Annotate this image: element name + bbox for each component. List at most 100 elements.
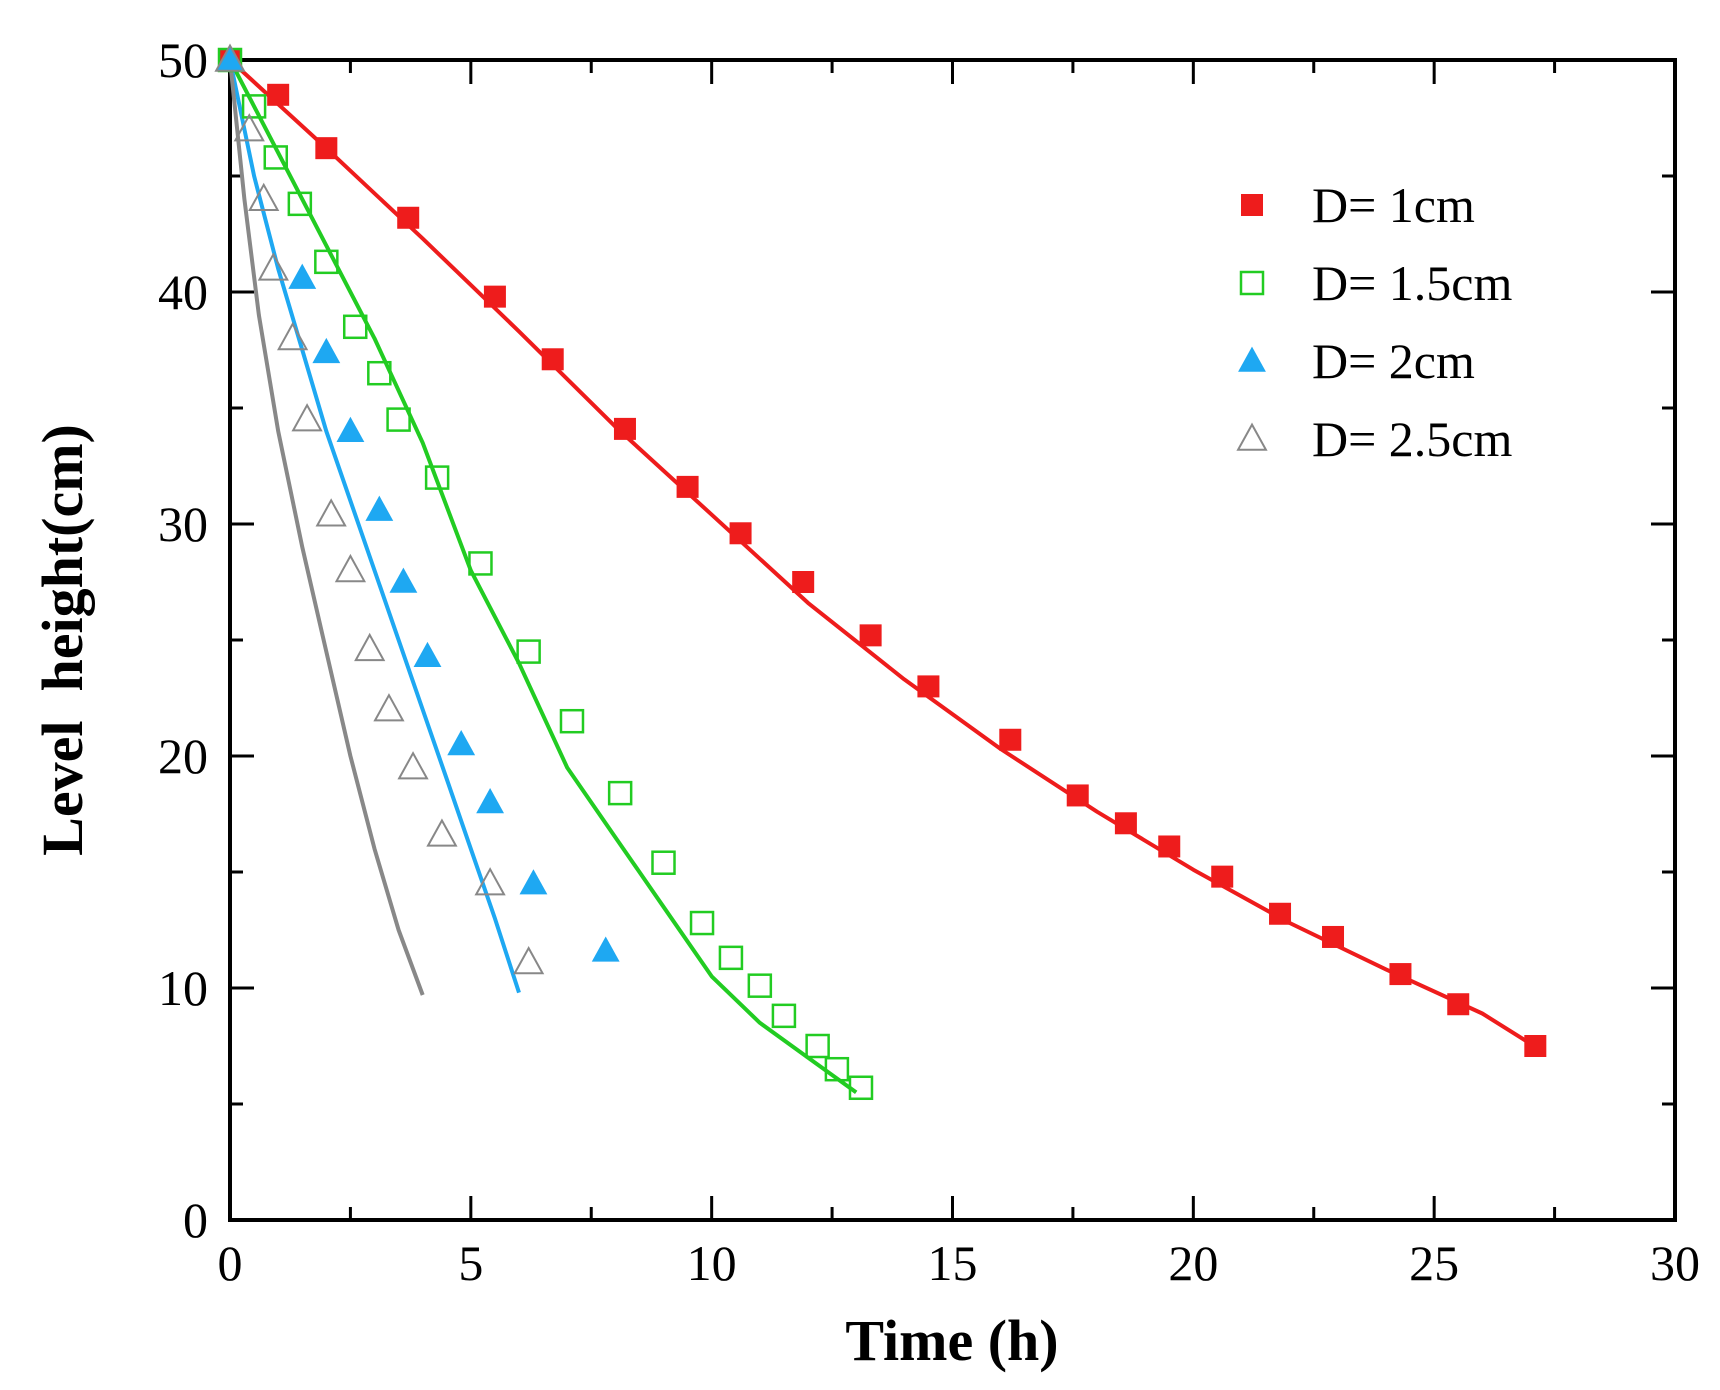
data-point-d1-5cm (314, 249, 339, 275)
data-point-d2-5cm (277, 321, 309, 351)
data-point-d1-5cm (424, 465, 450, 490)
y-tick-label: 0 (183, 1192, 208, 1248)
data-point-d2cm (288, 263, 317, 289)
data-point-d2-5cm (248, 182, 280, 211)
data-point-d1cm (792, 571, 815, 593)
data-point-d1cm (397, 206, 420, 229)
data-point-d1-5cm (607, 780, 633, 806)
data-point-d1-5cm (241, 94, 267, 119)
data-point-d1cm (1066, 784, 1089, 807)
data-point-d1-5cm (651, 850, 676, 875)
legend-label-d1-5cm: D= 1.5cm (1312, 255, 1512, 311)
legend-marker-d1cm (1241, 194, 1263, 216)
data-point-d1-5cm (342, 314, 368, 340)
fit-line-d2cm (228, 59, 521, 994)
y-tick-label: 50 (158, 32, 208, 88)
x-axis-title: Time (h) (845, 1308, 1058, 1373)
data-point-d1cm (999, 728, 1022, 751)
legend: D= 1cm D= 1.5cm D= 2cm D= 2.5cm (1236, 177, 1512, 467)
data-point-d1cm (1269, 902, 1292, 925)
data-point-d2cm (591, 936, 620, 962)
data-point-d2cm (216, 45, 244, 71)
data-point-d1cm (729, 522, 752, 545)
legend-label-d2cm: D= 2cm (1312, 333, 1475, 389)
y-axis-title: Level height(cm) (30, 424, 95, 856)
data-point-d1cm (1158, 835, 1181, 858)
legend-label-d1cm: D= 1cm (1312, 177, 1475, 233)
x-tick-label: 10 (687, 1235, 737, 1291)
data-point-d2-5cm (233, 113, 265, 142)
data-point-d1-5cm (805, 1033, 830, 1059)
data-point-d1-5cm (718, 945, 744, 971)
fit-line-d2-5cm (228, 59, 425, 996)
data-point-d1-5cm (747, 973, 773, 998)
data-point-d1-5cm (848, 1075, 874, 1101)
data-markers (214, 43, 1547, 1101)
data-point-d1cm (1389, 963, 1412, 986)
data-point-d2cm (312, 337, 341, 364)
data-point-d1-5cm (287, 191, 313, 217)
legend-marker-d2-5cm (1236, 422, 1268, 451)
data-point-d2cm (336, 416, 365, 442)
x-tick-label: 25 (1409, 1235, 1459, 1291)
data-point-d1cm (917, 675, 940, 698)
data-point-d1cm (1114, 812, 1137, 835)
data-point-d2-5cm (354, 632, 386, 662)
x-tick-label: 30 (1650, 1235, 1700, 1291)
x-axis-ticks: 0 5 10 15 20 25 30 (218, 60, 1700, 1291)
fit-line-d1-5cm (228, 59, 858, 1095)
data-point-d1-5cm (516, 639, 541, 664)
data-point-d2-5cm (513, 946, 545, 975)
data-point-d1-5cm (468, 551, 493, 576)
data-point-d1cm (1524, 1035, 1547, 1057)
data-point-d2-5cm (334, 553, 367, 583)
data-point-d1cm (483, 285, 506, 308)
data-point-d1cm (1211, 865, 1234, 888)
data-point-d2cm (476, 788, 505, 814)
data-point-d2-5cm (257, 252, 289, 281)
y-axis-ticks: 0 10 20 30 40 50 (158, 32, 1675, 1248)
fit-line-d1cm (228, 58, 1532, 1046)
data-point-d2-5cm (315, 498, 347, 527)
data-point-d1cm (613, 417, 636, 440)
legend-marker-d1-5cm (1239, 270, 1265, 296)
data-point-d1cm (676, 475, 699, 498)
data-point-d1-5cm (367, 360, 392, 386)
data-point-d1-5cm (824, 1056, 850, 1082)
data-point-d2-5cm (373, 693, 405, 722)
data-point-d1cm (1447, 993, 1470, 1016)
y-tick-label: 20 (158, 728, 208, 784)
data-point-d2-5cm (214, 43, 246, 72)
x-tick-label: 15 (928, 1235, 978, 1291)
data-point-d1cm (315, 137, 338, 160)
data-point-d1-5cm (689, 910, 715, 936)
data-point-d2-5cm (474, 867, 506, 896)
fit-lines (228, 58, 1532, 1095)
data-point-d2cm (519, 869, 548, 895)
x-tick-label: 5 (458, 1235, 483, 1291)
data-point-d1cm (541, 348, 564, 371)
legend-marker-d2cm (1238, 346, 1266, 372)
data-point-d2-5cm (426, 818, 458, 847)
data-point-d1cm (267, 83, 290, 106)
data-point-d1-5cm (771, 1003, 797, 1029)
y-tick-label: 10 (158, 960, 208, 1016)
y-tick-label: 40 (158, 264, 208, 320)
plot-frame (228, 58, 1677, 1222)
data-point-d2cm (389, 567, 418, 593)
data-point-d1-5cm (559, 708, 585, 734)
data-point-d2cm (447, 730, 476, 756)
data-point-d2cm (365, 495, 394, 521)
x-tick-label: 0 (218, 1235, 243, 1291)
y-tick-label: 30 (158, 496, 208, 552)
data-point-d2-5cm (291, 403, 323, 432)
data-point-d2cm (413, 641, 442, 668)
data-point-d1cm (859, 624, 882, 647)
legend-label-d2-5cm: D= 2.5cm (1312, 411, 1512, 467)
data-point-d1cm (1322, 925, 1345, 948)
data-point-d1-5cm (263, 145, 289, 170)
x-tick-label: 20 (1168, 1235, 1218, 1291)
data-point-d2-5cm (397, 751, 429, 780)
data-point-d1-5cm (386, 407, 411, 432)
